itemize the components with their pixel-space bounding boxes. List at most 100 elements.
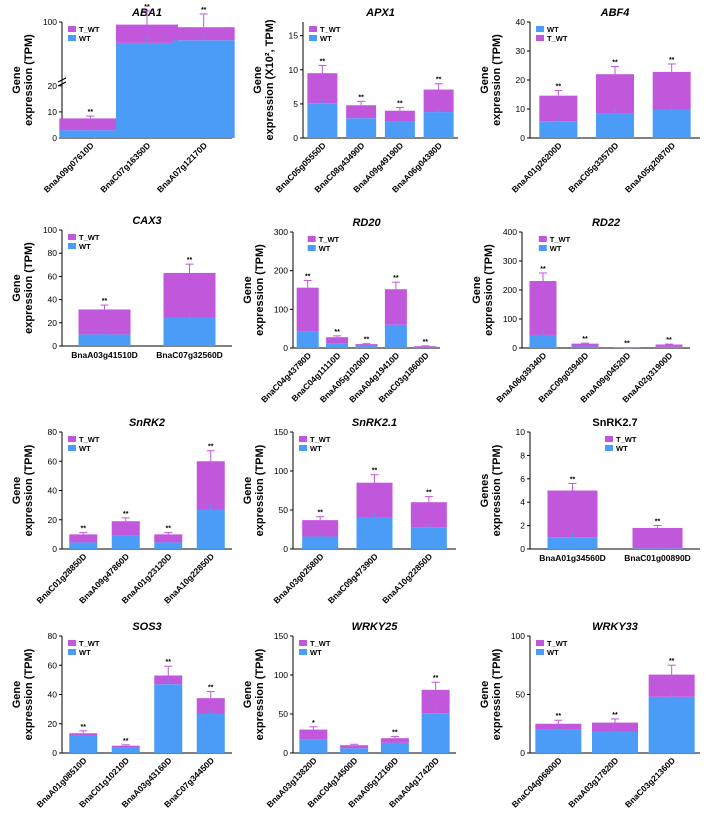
y-tick-label: 150	[274, 631, 288, 641]
bar-wt	[355, 346, 378, 348]
legend-swatch	[536, 640, 544, 646]
legend-label: T_WT	[547, 639, 568, 648]
y-axis-label-line: Gene	[11, 274, 23, 302]
legend-swatch	[605, 436, 613, 442]
significance-label: **	[436, 77, 442, 84]
significance-label: **	[81, 724, 87, 731]
y-tick-label: 50	[279, 505, 289, 515]
y-axis-label-line: Gene	[11, 66, 23, 94]
y-tick-label: 100	[274, 466, 288, 476]
legend-label: WT	[547, 25, 559, 34]
bar-t-wt	[355, 344, 378, 347]
y-axis-label-line: expression (TPM)	[491, 34, 503, 126]
legend-label: WT	[79, 444, 91, 453]
legend-label: T_WT	[79, 435, 100, 444]
legend-swatch	[68, 649, 76, 655]
legend-label: T_WT	[320, 25, 341, 34]
significance-label: **	[612, 60, 618, 67]
y-axis-label: Geneexpression (X10², TPM)	[252, 19, 276, 140]
chart-title: APX1	[365, 7, 395, 19]
bar-wt	[59, 130, 122, 138]
y-axis-label-line: Gene	[252, 66, 264, 94]
y-axis-label-line: Gene	[242, 681, 254, 709]
chart-title: SnRK2.1	[352, 417, 397, 429]
significance-label: **	[358, 94, 364, 101]
legend-label: WT	[550, 244, 562, 253]
chart-panel-4: CAX3 Geneexpression (TPM) 0 20 40 60 80 100 ** Bn…	[11, 215, 232, 360]
x-category-label: BnaC03g18600D	[377, 350, 431, 404]
significance-label: *	[312, 720, 315, 727]
legend-swatch	[605, 445, 613, 451]
chart-title: CAX3	[132, 215, 161, 227]
legend-swatch	[68, 234, 76, 240]
y-tick-label: 100	[274, 304, 288, 314]
y-tick-label: 40	[516, 17, 526, 27]
y-tick-label: 200	[503, 285, 517, 295]
y-axis-label-line: Gene	[11, 477, 23, 505]
legend-swatch	[299, 436, 307, 442]
y-axis-label: Geneexpression (TPM)	[479, 648, 503, 740]
bar-wt	[163, 317, 216, 346]
bar-wt	[196, 713, 225, 753]
bar-t-wt	[307, 73, 338, 104]
significance-label: **	[669, 658, 675, 665]
chart-panel-3: ABF4 Geneexpression (TPM) 0 10 20 30 40 ** BnaA0…	[479, 7, 700, 195]
x-category-label: BnaC07g32560D	[156, 350, 223, 360]
y-tick-label: 300	[503, 256, 517, 266]
y-tick-label: 40	[48, 295, 58, 305]
y-axis-label: Geneexpression (TPM)	[242, 444, 266, 536]
y-tick-label: 10	[516, 427, 526, 437]
chart-panel-9: SnRK2.7 Genesexpression (TPM) 0 2 4 6 8 10 ** Bna…	[479, 417, 700, 563]
bar-t-wt	[356, 482, 393, 518]
y-tick-label: 300	[274, 227, 288, 237]
chart-title: SnRK2.7	[592, 417, 637, 429]
bar-wt	[592, 731, 638, 753]
significance-label: **	[208, 444, 214, 451]
y-axis-label: Geneexpression (TPM)	[242, 244, 266, 336]
legend-swatch	[307, 245, 316, 251]
y-tick-label: 20	[516, 75, 526, 85]
bar-wt	[196, 509, 225, 549]
bar-wt	[571, 346, 599, 348]
x-category-label: BnaA10g22850D	[380, 551, 434, 605]
y-axis-label: Geneexpression (TPM)	[11, 648, 35, 740]
chart-panel-5: RD20 Geneexpression (TPM) 0 100 200 300 ** BnaC…	[242, 217, 440, 405]
bar-t-wt	[380, 738, 409, 743]
significance-label: **	[540, 266, 546, 273]
y-tick-label: 100	[511, 631, 525, 641]
bar-t-wt	[299, 729, 328, 740]
x-category-label: BnaC07g16350D	[98, 140, 152, 194]
legend-label: T_WT	[550, 235, 571, 244]
legend-label: T_WT	[79, 233, 100, 242]
x-category-label: BnaA04g19410D	[347, 350, 401, 404]
y-tick-label: 20	[48, 81, 58, 91]
y-tick-label: 0	[52, 544, 57, 554]
bar-t-wt	[384, 289, 407, 325]
bar-wt	[111, 535, 140, 549]
y-tick-label: 100	[43, 17, 57, 27]
y-tick-label: 0	[283, 544, 288, 554]
y-axis-label-line: expression (TPM)	[23, 242, 35, 334]
y-tick-label: 5	[293, 99, 298, 109]
chart-title: WRKY33	[592, 621, 638, 633]
bar-t-wt	[547, 490, 598, 538]
x-category-label: BnaC09g47390D	[326, 551, 380, 605]
legend-label: WT	[547, 648, 559, 657]
bar-wt	[539, 121, 578, 138]
y-axis-label: Geneexpression (TPM)	[479, 34, 503, 126]
legend-swatch	[538, 245, 547, 251]
legend-label: T_WT	[310, 435, 331, 444]
bar-wt	[410, 527, 447, 549]
bar-wt	[340, 748, 369, 753]
y-axis-label-line: expression (TPM)	[23, 34, 35, 126]
legend-label: T_WT	[547, 34, 568, 43]
y-axis-label-line: expression (TPM)	[254, 648, 266, 740]
legend-label: T_WT	[319, 235, 340, 244]
y-axis-label-line: expression (TPM)	[254, 244, 266, 336]
legend-swatch	[307, 236, 316, 242]
x-category-label: BnaA05g20870D	[623, 140, 677, 194]
legend-swatch	[68, 243, 76, 249]
bar-wt	[384, 121, 415, 138]
bar-wt	[421, 713, 450, 753]
